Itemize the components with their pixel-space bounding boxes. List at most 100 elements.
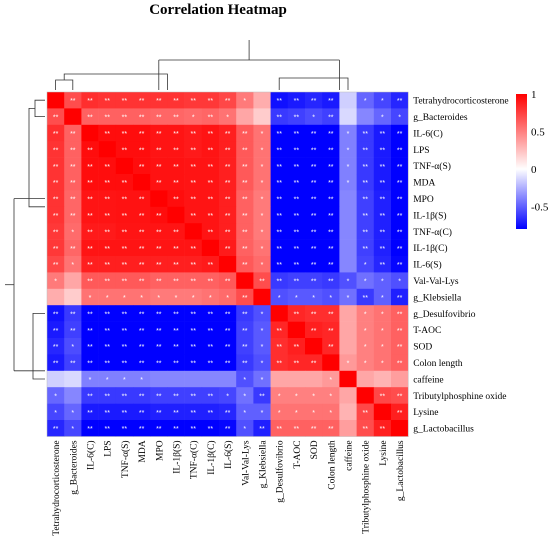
significance-mark: * [381,361,384,368]
heatmap-cell [201,141,220,158]
heatmap-cell [64,387,82,404]
significance-mark: * [347,164,350,171]
significance-mark: ** [53,197,59,204]
column-label-t-aoc: T-AOC [293,440,303,468]
heatmap-cell [373,124,392,142]
significance-mark: * [140,295,143,302]
heatmap-cell [356,354,375,372]
significance-mark: ** [242,311,248,318]
significance-mark: ** [276,229,282,236]
heatmap-cell [236,305,254,322]
heatmap-cell [167,256,185,273]
significance-mark: * [71,344,74,351]
significance-mark: ** [87,115,93,122]
significance-mark: ** [294,197,300,204]
heatmap-cell [98,174,117,191]
significance-mark: ** [328,213,334,220]
heatmap-cell [270,321,289,339]
heatmap-cell [305,305,323,322]
heatmap-cell [287,157,306,175]
heatmap-cell [391,157,409,175]
heatmap-cell [167,272,185,290]
heatmap-cell [373,354,392,372]
heatmap-cell [150,288,168,306]
heatmap-cell [167,239,185,257]
significance-mark: ** [208,115,214,122]
heatmap-cell [64,174,82,191]
significance-mark: ** [139,262,145,269]
significance-mark: ** [156,344,162,351]
heatmap-cell [391,321,409,339]
significance-mark: * [243,426,246,433]
heatmap-cell [391,223,409,240]
significance-mark: ** [380,246,386,253]
heatmap-cell [115,206,134,224]
significance-mark: ** [328,262,334,269]
significance-mark: ** [173,393,179,400]
significance-mark: ** [87,98,93,105]
heatmap-cell [150,124,168,142]
heatmap-cell [356,288,375,306]
heatmap-cell [322,387,340,404]
heatmap-cell [201,223,220,240]
heatmap-cell [150,403,168,421]
significance-mark: ** [397,98,403,105]
significance-mark: ** [190,344,196,351]
significance-mark: ** [362,295,368,302]
significance-mark: * [261,344,264,351]
significance-mark: ** [328,131,334,138]
significance-mark: ** [311,279,317,286]
dendrogram-branch [278,77,349,90]
significance-mark: ** [328,311,334,318]
significance-mark: ** [190,328,196,335]
heatmap-cell [201,206,220,224]
column-label-g-klebsiella: g_Klebsiella [259,440,269,489]
significance-mark: ** [87,410,93,417]
column-label-tetrahydrocorticosterone: Tetrahydrocorticosterone [52,440,62,535]
significance-mark: ** [294,344,300,351]
heatmap-cell [356,141,375,158]
heatmap-cell [64,190,82,208]
significance-mark: ** [208,344,214,351]
heatmap-cell [184,354,203,372]
significance-mark: ** [104,344,110,351]
heatmap-cell [253,370,271,388]
heatmap-cell [201,92,220,109]
heatmap-cell [201,256,220,273]
significance-mark: ** [380,147,386,154]
significance-mark: * [381,279,384,286]
significance-mark: ** [362,410,368,417]
heatmap-cell [253,92,271,109]
heatmap-cell [150,387,168,404]
heatmap-cell [391,305,409,322]
significance-mark: * [192,295,195,302]
significance-mark: * [89,377,92,384]
significance-mark: * [226,295,229,302]
heatmap-cell [81,239,99,257]
significance-mark: ** [397,229,403,236]
significance-mark: ** [190,98,196,105]
significance-mark: ** [87,279,93,286]
heatmap-cell [81,387,99,404]
heatmap-cell [236,190,254,208]
heatmap-cell [47,157,65,175]
heatmap-cell [305,206,323,224]
significance-mark: ** [328,426,334,433]
colorbar-tick-label: 1 [531,89,537,101]
significance-mark: ** [242,164,248,171]
heatmap-cell [167,92,185,109]
heatmap-cell [236,403,254,421]
heatmap-cell [287,338,306,355]
heatmap-cell [305,141,323,158]
significance-mark: * [364,328,367,335]
heatmap-cell [184,92,203,109]
significance-mark: ** [122,246,128,253]
significance-mark: * [398,115,401,122]
heatmap-cell [115,223,134,240]
heatmap-cell [339,190,357,208]
significance-mark: * [243,98,246,105]
significance-mark: * [261,328,264,335]
heatmap-cell [236,223,254,240]
heatmap-cell [270,272,289,290]
column-label-lps: LPS [104,440,114,456]
